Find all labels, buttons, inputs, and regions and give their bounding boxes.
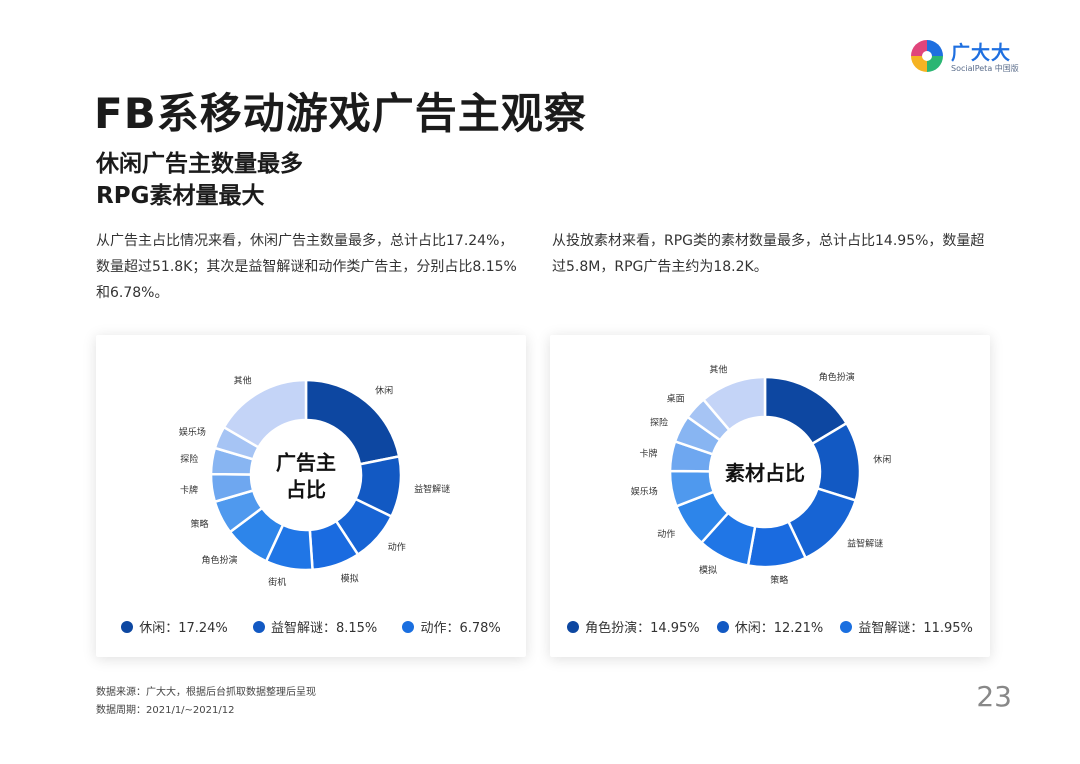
footnote-source: 数据来源：广大大，根据后台抓取数据整理后呈现	[96, 687, 316, 698]
slice-label: 角色扮演	[201, 554, 237, 566]
slice-label: 动作	[657, 528, 675, 540]
slice-label: 卡牌	[180, 484, 198, 496]
slice-label: 探险	[650, 416, 668, 428]
legend-dot	[121, 620, 134, 633]
chart-center-title: 素材占比	[725, 461, 805, 485]
chart-center-title: 占比	[286, 478, 326, 502]
brand-name: 广大大	[951, 42, 1012, 64]
slice-label: 桌面	[667, 392, 685, 404]
brand-logo: 广大大 SocialPeta 中国版	[909, 38, 1019, 78]
slice-label: 街机	[268, 576, 286, 588]
page-title: FB系移动游戏广告主观察	[94, 89, 587, 138]
legend-item: 益智解谜：11.95%	[840, 617, 973, 636]
legend-label: 动作：6.78%	[420, 621, 501, 636]
subtitle-line-2: RPG素材量最大	[96, 183, 265, 209]
legend-dot	[252, 620, 265, 633]
brand-logo-icon	[911, 40, 943, 72]
page-number: 23	[976, 680, 1012, 713]
donut-slice	[222, 378, 308, 450]
legend-label: 益智解谜：11.95%	[858, 621, 973, 636]
chart-center-title: 广告主	[276, 451, 336, 475]
slice-label: 其他	[709, 364, 727, 376]
slice-label: 策略	[191, 518, 209, 530]
slice-label: 策略	[770, 574, 788, 586]
slice-label: 娱乐场	[631, 485, 658, 497]
slice-label: 角色扮演	[819, 371, 855, 383]
slice-label: 动作	[388, 541, 406, 553]
subtitle-line-1: 休闲广告主数量最多	[96, 151, 303, 177]
legend-item: 休闲：12.21%	[716, 617, 824, 636]
chart-card-advertisers: 广大大休闲益智解谜动作模拟街机角色扮演策略卡牌探险娱乐场其他广告主占比 休闲：1…	[96, 335, 526, 657]
slice-label: 休闲	[873, 453, 891, 465]
legend-item: 休闲：17.24%	[121, 617, 228, 636]
legend-dot	[402, 620, 415, 633]
legend-label: 益智解谜：8.15%	[270, 621, 378, 636]
legend-advertisers: 休闲：17.24% 益智解谜：8.15% 动作：6.78%	[96, 617, 526, 636]
donut-center	[711, 418, 819, 526]
donut-slice	[701, 375, 767, 432]
slice-label: 休闲	[375, 385, 393, 397]
legend-item: 益智解谜：8.15%	[252, 617, 378, 636]
slice-label: 模拟	[341, 572, 359, 584]
subtitle: 休闲广告主数量最多 RPG素材量最大	[96, 148, 303, 212]
legend-label: 休闲：17.24%	[139, 621, 228, 636]
brand-subtitle: SocialPeta 中国版	[951, 64, 1019, 73]
slice-label: 其他	[234, 375, 252, 387]
slice-label: 卡牌	[640, 448, 658, 460]
slice-label: 益智解谜	[847, 538, 883, 550]
legend-label: 角色扮演：14.95%	[585, 621, 700, 636]
description-left: 从广告主占比情况来看，休闲广告主数量最多，总计占比17.24%，数量超过51.8…	[96, 233, 517, 301]
legend-item: 动作：6.78%	[402, 617, 501, 636]
chart-card-creatives: 广大大角色扮演休闲益智解谜策略模拟动作娱乐场卡牌探险桌面其他素材占比 角色扮演：…	[550, 335, 990, 657]
description-right: 从投放素材来看，RPG类的素材数量最多，总计占比14.95%，数量超过5.8M，…	[552, 233, 985, 275]
legend-item: 角色扮演：14.95%	[567, 617, 700, 636]
slice-label: 探险	[180, 453, 198, 465]
donut-center	[252, 421, 360, 529]
donut-chart-creatives: 广大大角色扮演休闲益智解谜策略模拟动作娱乐场卡牌探险桌面其他素材占比	[631, 364, 892, 586]
slice-label: 模拟	[699, 564, 717, 576]
slice-label: 娱乐场	[179, 426, 206, 438]
legend-creatives: 角色扮演：14.95% 休闲：12.21% 益智解谜：11.95%	[550, 617, 990, 636]
donut-chart-advertisers: 广大大休闲益智解谜动作模拟街机角色扮演策略卡牌探险娱乐场其他广告主占比	[179, 375, 450, 589]
legend-dot	[716, 620, 729, 633]
legend-dot	[840, 620, 853, 633]
footnote-period: 数据周期：2021/1/~2021/12	[96, 705, 235, 716]
legend-label: 休闲：12.21%	[734, 621, 824, 636]
slice-label: 益智解谜	[414, 483, 450, 495]
legend-dot	[567, 620, 580, 633]
